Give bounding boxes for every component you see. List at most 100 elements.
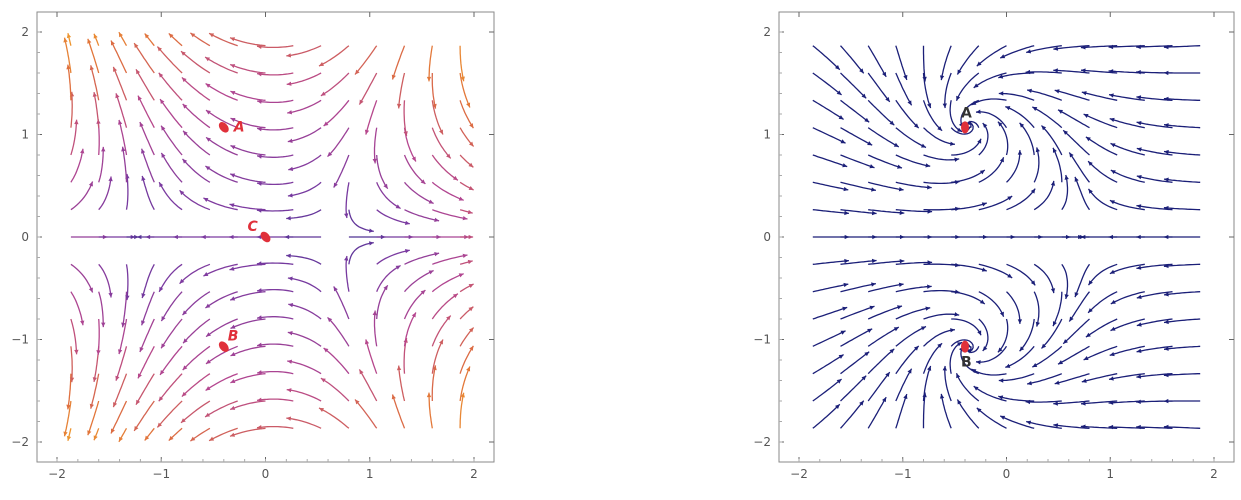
streamline-arrowhead — [999, 91, 1004, 95]
y-tick-label: −2 — [753, 435, 771, 449]
streamline — [924, 330, 955, 347]
x-tick-label: 1 — [1106, 467, 1114, 481]
streamline — [321, 73, 349, 96]
streamline — [896, 308, 930, 319]
streamline — [161, 153, 182, 182]
streamline — [287, 361, 321, 374]
streamline — [868, 73, 890, 102]
streamline-arrowhead — [392, 75, 396, 80]
streamline-arrowhead — [288, 139, 293, 143]
streamline-arrowhead — [463, 216, 468, 220]
streamline — [159, 73, 182, 101]
streamline — [924, 343, 943, 373]
y-tick-label: 2 — [21, 25, 29, 39]
streamline — [286, 46, 321, 56]
streamline — [286, 256, 321, 265]
streamline — [868, 46, 886, 77]
streamline — [377, 155, 388, 189]
streamline-arrowhead — [230, 37, 235, 41]
streamline-arrowhead — [93, 377, 97, 382]
streamline — [432, 294, 458, 319]
streamline — [841, 100, 870, 122]
streamline-arrowhead — [1136, 235, 1141, 239]
streamline — [896, 155, 930, 166]
streamline-arrowhead — [1027, 381, 1032, 385]
streamline — [134, 401, 154, 431]
streamline — [183, 131, 210, 155]
streamline — [142, 149, 155, 183]
streamline — [1058, 346, 1090, 364]
streamline — [841, 376, 867, 401]
streamline — [405, 210, 440, 221]
streamline-arrowhead — [141, 149, 145, 154]
streamline — [1063, 130, 1089, 155]
streamline-arrowhead — [101, 323, 105, 328]
streamline — [134, 43, 154, 73]
streamline — [868, 372, 890, 401]
critical-point-a — [961, 121, 969, 133]
streamline — [841, 401, 864, 429]
streamline — [1042, 319, 1062, 349]
streamline — [813, 331, 846, 347]
streamline — [287, 390, 321, 401]
streamline — [924, 314, 960, 319]
streamline — [319, 408, 349, 428]
y-tick-label: 1 — [21, 128, 29, 142]
streamline — [868, 397, 886, 428]
streamline-arrowhead — [405, 249, 410, 253]
x-tick-label: 0 — [262, 467, 270, 481]
streamline — [896, 327, 926, 347]
streamline — [1089, 264, 1118, 285]
streamline — [182, 77, 210, 100]
streamline — [976, 346, 1007, 362]
streamline-arrowhead — [1065, 175, 1069, 180]
streamline — [813, 155, 847, 167]
streamline-arrowhead — [943, 366, 947, 371]
streamline — [405, 253, 440, 264]
streamline-arrowhead — [392, 394, 396, 399]
streamline — [813, 379, 842, 401]
streamline-arrowhead — [427, 393, 431, 398]
streamline — [99, 264, 111, 297]
y-tick-label: 0 — [763, 230, 771, 244]
streamline — [349, 243, 374, 265]
streamline — [896, 128, 926, 148]
streamline — [113, 374, 126, 407]
streamline — [71, 264, 93, 292]
streamline — [1005, 346, 1034, 367]
x-tick-label: −1 — [894, 467, 912, 481]
streamline — [142, 176, 154, 210]
streamline — [1042, 126, 1062, 156]
streamline-arrowhead — [397, 104, 401, 109]
streamline — [183, 346, 210, 370]
y-tick-label: −2 — [11, 435, 29, 449]
critical-point-label-a: A — [233, 119, 245, 135]
streamline-arrowhead — [897, 305, 902, 309]
streamline — [1086, 137, 1117, 155]
streamline-arrowhead — [869, 306, 874, 310]
streamline — [288, 332, 321, 346]
streamline-arrowhead — [871, 282, 876, 286]
streamline — [841, 352, 870, 374]
streamline — [813, 73, 842, 95]
streamline — [1020, 319, 1035, 351]
streamline-arrowhead — [115, 376, 119, 381]
streamline — [813, 128, 846, 144]
streamline — [941, 394, 951, 428]
y-tick-label: 2 — [763, 25, 771, 39]
streamline — [393, 46, 405, 80]
streamline — [359, 73, 376, 105]
streamline-arrowhead — [369, 228, 374, 232]
streamline — [1007, 150, 1020, 182]
streamline — [98, 319, 99, 355]
x-tick-label: 2 — [470, 467, 478, 481]
streamline — [99, 177, 111, 210]
x-tick-label: −2 — [790, 467, 808, 481]
critical-point-a — [217, 120, 231, 134]
streamline-arrowhead — [897, 165, 902, 169]
x-tick-label: 0 — [1003, 467, 1011, 481]
streamline — [896, 73, 912, 105]
streamline — [868, 100, 894, 125]
streamline-arrowhead — [397, 366, 401, 371]
streamline — [951, 292, 985, 304]
